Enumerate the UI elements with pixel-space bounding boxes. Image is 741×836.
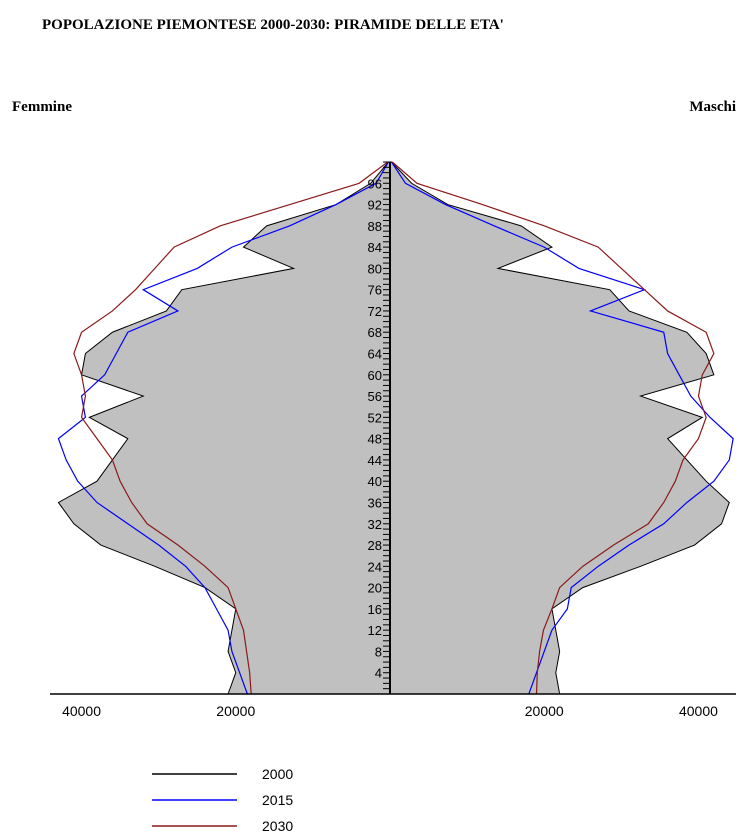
series-line-2015-male (391, 161, 734, 695)
age-label: 16 (368, 602, 382, 617)
age-label: 64 (368, 347, 382, 362)
series-fill-2000 (57, 161, 730, 695)
pyramid-lines (57, 161, 734, 695)
series-line-2015-female (57, 161, 389, 695)
age-label: 8 (375, 644, 382, 659)
age-label: 84 (368, 240, 382, 255)
age-label: 88 (368, 219, 382, 234)
age-label: 76 (368, 283, 382, 298)
legend: 2000 2015 2030 (152, 766, 293, 834)
series-line-2030-male (391, 161, 715, 695)
x-axis: 40000 20000 20000 40000 (50, 693, 736, 719)
age-label: 92 (368, 198, 382, 213)
legend-label-2000: 2000 (262, 766, 293, 782)
age-label: 40 (368, 474, 382, 489)
series-line-2030-female (73, 161, 389, 695)
age-label: 56 (368, 389, 382, 404)
age-label: 96 (368, 176, 382, 191)
age-label: 72 (368, 304, 382, 319)
pyramid-fills (57, 161, 730, 695)
x-tick-label: 40000 (679, 703, 718, 719)
legend-label-2030: 2030 (262, 818, 293, 834)
age-label: 4 (375, 666, 382, 681)
legend-label-2015: 2015 (262, 792, 293, 808)
age-label: 68 (368, 325, 382, 340)
chart-title: POPOLAZIONE PIEMONTESE 2000-2030: PIRAMI… (42, 17, 504, 33)
age-label: 28 (368, 538, 382, 553)
label-femmine: Femmine (12, 99, 72, 115)
age-label: 48 (368, 432, 382, 447)
label-maschi: Maschi (689, 99, 736, 115)
age-label: 24 (368, 559, 382, 574)
age-label: 52 (368, 410, 382, 425)
x-tick-label: 20000 (525, 703, 564, 719)
x-tick-label: 20000 (216, 703, 255, 719)
x-tick-label: 40000 (62, 703, 101, 719)
age-label: 44 (368, 453, 382, 468)
age-label: 80 (368, 261, 382, 276)
age-label: 60 (368, 368, 382, 383)
age-label: 32 (368, 517, 382, 532)
age-label: 36 (368, 495, 382, 510)
age-label: 20 (368, 581, 382, 596)
age-label: 12 (368, 623, 382, 638)
age-axis: 9692888480767268646056524844403632282420… (368, 161, 391, 695)
